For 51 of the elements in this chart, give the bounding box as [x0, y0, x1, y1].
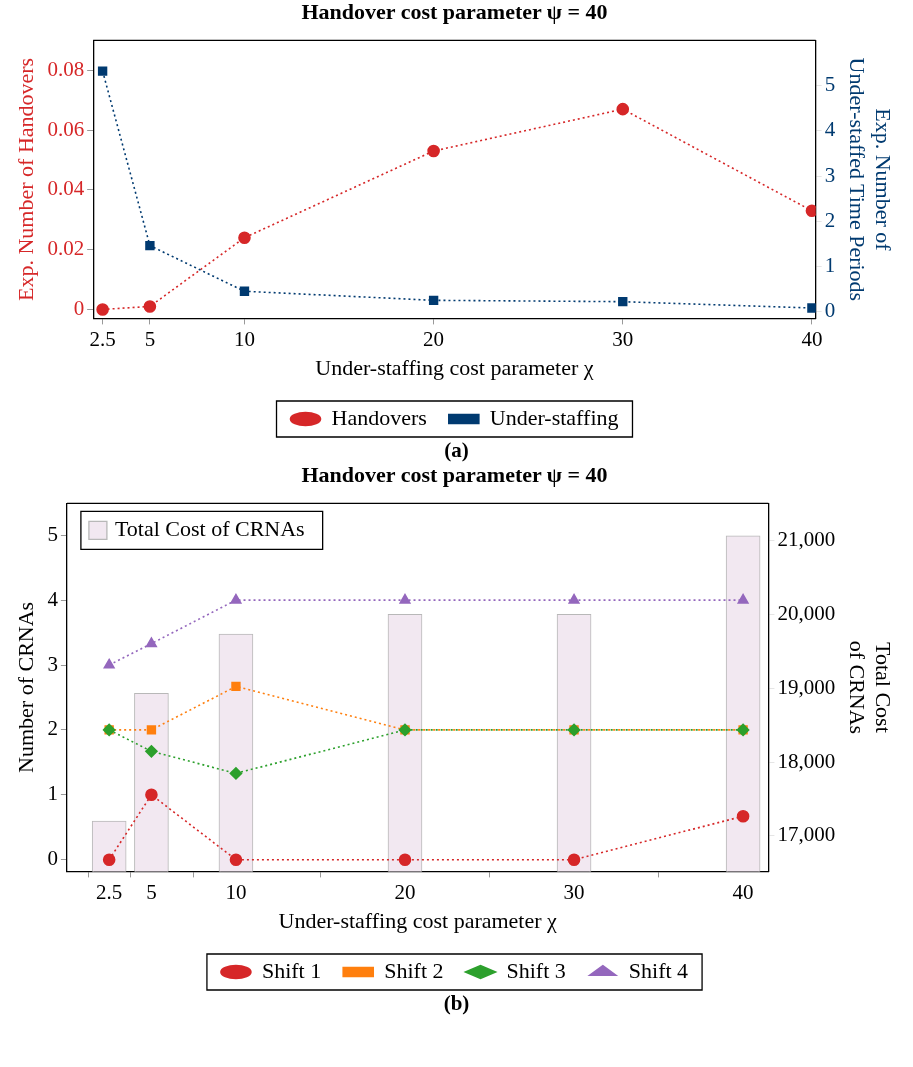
y2-tick-label: 19,000 [777, 674, 836, 699]
y-tick-label: 0.04 [47, 176, 85, 201]
x-tick-label: 2.5 [89, 326, 116, 351]
x-tick-label: 40 [801, 326, 823, 351]
x-tick-label: 5 [146, 879, 157, 904]
y-tick-label: 5 [47, 521, 58, 546]
x-axis-title: Under-staffing cost parameter χ [315, 354, 594, 380]
y-axis-title: Number of CRNAs [12, 601, 38, 773]
legend-label: Shift 3 [506, 957, 566, 983]
legend-label: Total Cost of CRNAs [114, 516, 305, 542]
y2-axis-title: Total Cost of CRNAs [844, 640, 897, 735]
x-tick-label: 30 [612, 326, 634, 351]
legend-label: Under-staffing [489, 404, 619, 430]
y2-tick-label: 18,000 [777, 748, 836, 773]
legend-label: Shift 2 [384, 957, 444, 983]
legend-label: Shift 1 [261, 957, 322, 983]
y2-tick-label: 2 [824, 207, 836, 232]
x-tick-label: 10 [233, 326, 255, 351]
y2-tick-label: 1 [824, 252, 836, 277]
chart-title: Handover cost parameter ψ = 40 [301, 461, 608, 487]
y-tick-label: 2 [47, 716, 58, 741]
x-tick-label: 30 [563, 879, 585, 904]
y2-tick-label: 21,000 [777, 526, 836, 551]
legend-label: Handovers [331, 404, 427, 430]
y-axis-title: Exp. Number of Handovers [12, 57, 38, 301]
x-tick-label: 10 [225, 879, 247, 904]
y2-tick-label: 17,000 [777, 822, 836, 847]
y-tick-label: 0.08 [47, 56, 85, 81]
y2-axis-title: Exp. Number of Under-staffed Time Periods [844, 57, 897, 302]
y2-tick-label: 3 [824, 162, 836, 187]
y-tick-label: 4 [47, 586, 59, 611]
y-tick-label: 3 [47, 651, 58, 676]
y2-tick-label: 0 [824, 298, 836, 323]
chart-title: Handover cost parameter ψ = 40 [301, 0, 608, 24]
x-tick-label: 20 [394, 879, 416, 904]
text: (a) [443, 438, 470, 463]
y2-tick-label: 4 [824, 117, 836, 142]
x-axis-title: Under-staffing cost parameter χ [278, 907, 558, 933]
y-tick-label: 0 [47, 846, 58, 871]
x-tick-label: 20 [423, 326, 445, 351]
text: (b) [442, 991, 471, 1016]
legend-label: Shift 4 [628, 957, 689, 983]
x-tick-label: 40 [732, 879, 754, 904]
x-tick-label: 2.5 [96, 879, 123, 904]
y-tick-label: 1 [47, 781, 58, 806]
y-tick-label: 0.02 [47, 236, 85, 261]
x-tick-label: 5 [144, 326, 156, 351]
y-tick-label: 0 [73, 295, 85, 320]
y-tick-label: 0.06 [47, 116, 85, 141]
y2-tick-label: 5 [824, 72, 836, 97]
y2-tick-label: 20,000 [777, 600, 836, 625]
